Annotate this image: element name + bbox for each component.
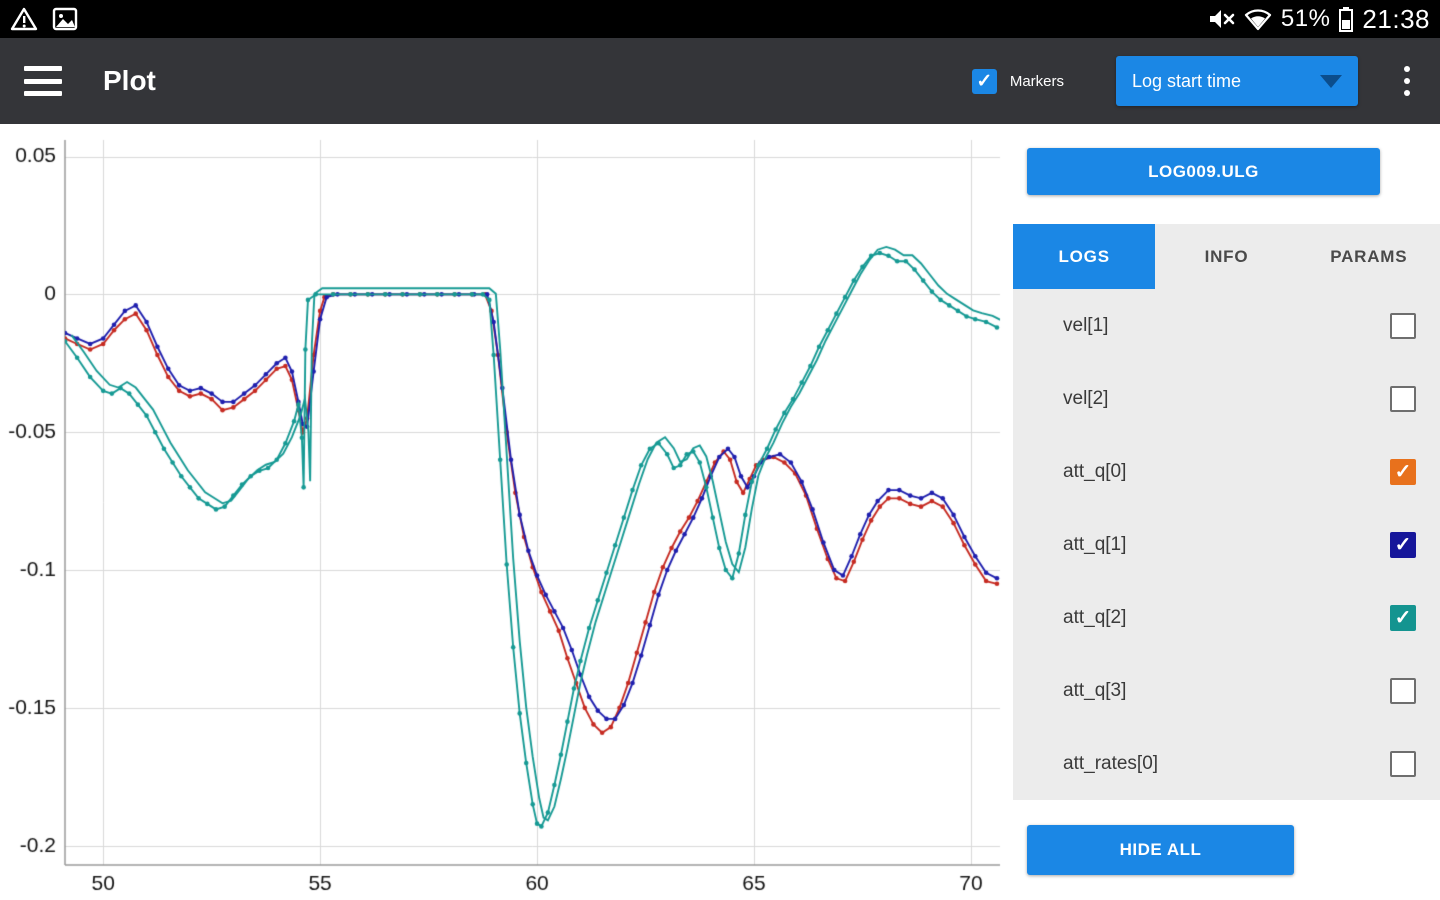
- screenshot-icon: [52, 7, 78, 31]
- log-file-button[interactable]: LOG009.ULG: [1027, 148, 1380, 195]
- signal-row-vel[2][interactable]: vel[2]: [1013, 362, 1440, 435]
- wifi-icon: [1244, 9, 1271, 31]
- signal-row-att_q[1][interactable]: att_q[1] ✓: [1013, 508, 1440, 581]
- signal-row-att_q[3][interactable]: att_q[3]: [1013, 654, 1440, 727]
- vel[2]-checkbox[interactable]: [1390, 385, 1416, 412]
- tab-params[interactable]: PARAMS: [1330, 246, 1408, 266]
- mute-icon: [1209, 10, 1235, 28]
- signal-row-att_q[0][interactable]: att_q[0] ✓: [1013, 435, 1440, 508]
- att_q[1]-checkbox[interactable]: ✓: [1390, 531, 1416, 558]
- signal-row-att_q[2][interactable]: att_q[2] ✓: [1013, 581, 1440, 654]
- chevron-down-icon: [1320, 74, 1342, 88]
- markers-toggle[interactable]: ✓ Markers: [971, 68, 1064, 94]
- content: LOG009.ULG LOGS INFO PARAMS vel[1] vel[2] at…: [0, 124, 1440, 900]
- signal-label: vel[1]: [1063, 314, 1109, 336]
- signal-label: att_rates[0]: [1063, 752, 1159, 774]
- warning-icon: [10, 7, 38, 31]
- hide-all-button[interactable]: HIDE ALL: [1027, 825, 1294, 875]
- status-bar: 51% 21:38: [0, 0, 1440, 38]
- overflow-menu-icon[interactable]: [1396, 62, 1418, 100]
- plot-chart[interactable]: [0, 124, 1013, 900]
- signal-label: vel[2]: [1063, 387, 1109, 409]
- markers-label: Markers: [1009, 72, 1064, 90]
- log-start-time-dropdown[interactable]: Log start time: [1116, 56, 1358, 106]
- signal-label: att_q[0]: [1063, 460, 1127, 482]
- att_q[3]-checkbox[interactable]: [1390, 677, 1416, 704]
- page-title: Plot: [103, 65, 156, 96]
- tab-logs[interactable]: LOGS: [1013, 224, 1156, 289]
- signal-label: att_q[2]: [1063, 606, 1127, 628]
- att_q[0]-checkbox[interactable]: ✓: [1390, 458, 1416, 485]
- clock: 21:38: [1362, 3, 1430, 34]
- signal-row-att_rates[0][interactable]: att_rates[0]: [1013, 727, 1440, 800]
- battery-percent: 51%: [1280, 5, 1331, 32]
- battery-icon: [1339, 7, 1354, 32]
- status-indicators: 51% 21:38: [1207, 4, 1430, 35]
- signal-list-card: LOGS INFO PARAMS vel[1] vel[2] att_q[0] ✓ att_…: [1013, 224, 1440, 800]
- app-bar: Plot ✓ Markers Log start time: [0, 38, 1440, 124]
- signal-list: vel[1] vel[2] att_q[0] ✓ att_q[1] ✓ att_q[2] ✓ a…: [1013, 289, 1440, 800]
- dropdown-selected-value: Log start time: [1132, 70, 1242, 91]
- menu-icon[interactable]: [24, 66, 62, 96]
- signal-label: att_q[3]: [1063, 679, 1127, 701]
- att_rates[0]-checkbox[interactable]: [1390, 750, 1416, 777]
- vel[1]-checkbox[interactable]: [1390, 312, 1416, 339]
- status-notifications: [10, 6, 78, 32]
- side-panel: LOG009.ULG LOGS INFO PARAMS vel[1] vel[2] at…: [1013, 124, 1440, 900]
- tab-info[interactable]: INFO: [1204, 246, 1249, 266]
- plot-canvas[interactable]: [0, 124, 1013, 900]
- markers-checkbox[interactable]: ✓: [971, 68, 997, 94]
- att_q[2]-checkbox[interactable]: ✓: [1390, 604, 1416, 631]
- signal-row-vel[1][interactable]: vel[1]: [1013, 289, 1440, 362]
- tab-bar: LOGS INFO PARAMS: [1013, 224, 1440, 289]
- signal-label: att_q[1]: [1063, 533, 1127, 555]
